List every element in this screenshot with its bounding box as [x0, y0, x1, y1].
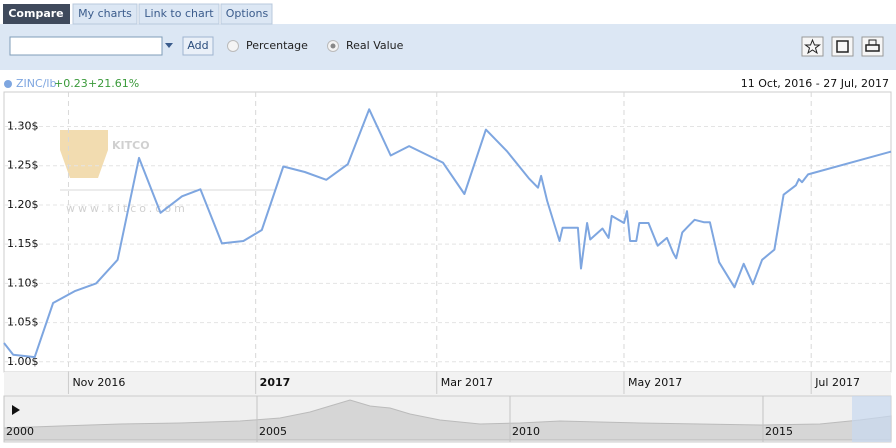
- radio-dot: [330, 43, 336, 49]
- tab[interactable]: [3, 4, 70, 24]
- navigator-label: 2015: [765, 425, 793, 438]
- legend-label: ZINC/lb: [16, 77, 56, 90]
- icon: [836, 40, 849, 53]
- legend-swatch: [4, 80, 12, 88]
- change: +0.23: [54, 77, 88, 90]
- x-tick-label: Jul 2017: [814, 376, 860, 389]
- y-tick-label: 1.00$: [7, 355, 39, 368]
- tab-label: Compare: [8, 7, 63, 20]
- icon: [804, 38, 821, 55]
- x-tick-label: May 2017: [628, 376, 682, 389]
- star-button[interactable]: [801, 36, 824, 57]
- tab[interactable]: [220, 3, 273, 25]
- y-tick-label: 1.05$: [7, 316, 39, 329]
- x-tick-label: Mar 2017: [441, 376, 493, 389]
- dropdown-arrow[interactable]: [165, 43, 173, 48]
- add-button[interactable]: [182, 36, 214, 56]
- y-tick-label: 1.30$: [7, 120, 39, 133]
- tab[interactable]: [138, 3, 220, 25]
- date-range: 11 Oct, 2016 - 27 Jul, 2017: [741, 77, 889, 90]
- tab-label: My charts: [78, 7, 132, 20]
- x-tick-label: Nov 2016: [72, 376, 125, 389]
- x-axis-band: [4, 372, 891, 396]
- tab-label: Link to chart: [144, 7, 214, 20]
- y-tick-label: 1.10$: [7, 276, 39, 289]
- y-tick-label: 1.15$: [7, 237, 39, 250]
- button-label: Add: [187, 39, 208, 52]
- change-percent: +21.61%: [88, 77, 139, 90]
- navigator-label: 2000: [6, 425, 34, 438]
- x-tick-label: 2017: [260, 376, 291, 389]
- save-button[interactable]: [831, 36, 854, 57]
- watermark-text: KITCO: [112, 139, 150, 152]
- play-button[interactable]: [12, 405, 20, 415]
- navigator-label: 2010: [512, 425, 540, 438]
- search-input[interactable]: [9, 36, 163, 56]
- navigator-window[interactable]: [852, 396, 891, 442]
- tab[interactable]: [72, 3, 138, 25]
- y-tick-label: 1.20$: [7, 198, 39, 211]
- plot-area: [3, 91, 892, 373]
- radio-label: Percentage: [246, 39, 308, 52]
- radio-label: Real Value: [346, 39, 404, 52]
- line: [3, 108, 892, 359]
- navigator-silhouette: [3, 399, 892, 441]
- radio[interactable]: [227, 40, 239, 52]
- icon: [868, 39, 877, 46]
- y-tick-label: 1.25$: [7, 159, 39, 172]
- tab-label: Options: [226, 7, 269, 20]
- navigator-label: 2005: [259, 425, 287, 438]
